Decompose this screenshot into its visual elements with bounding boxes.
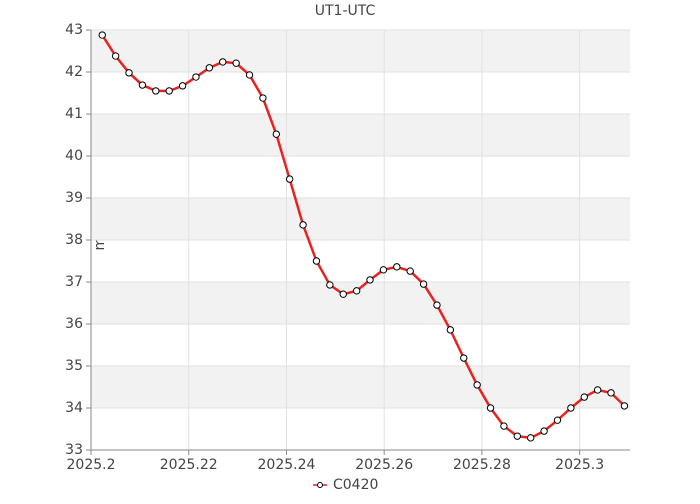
x-tick-label: 2025.24 (258, 457, 316, 473)
data-point (339, 290, 347, 298)
x-tick-label: 2025.28 (453, 457, 511, 473)
y-tick-label: 38 (65, 232, 83, 248)
data-point (285, 175, 294, 183)
data-point (299, 221, 307, 229)
data-point (540, 427, 548, 435)
x-tick-label: 2025.22 (160, 457, 218, 473)
y-tick-label: 34 (65, 400, 83, 416)
y-tick-label: 35 (65, 358, 83, 374)
chart-title: UT1-UTC (315, 3, 376, 19)
series-line (101, 34, 626, 440)
y-tick-label: 41 (65, 106, 83, 122)
data-point (366, 276, 374, 284)
data-point (312, 257, 321, 265)
data-point (259, 94, 267, 102)
legend-label: C0420 (333, 477, 378, 493)
y-tick-label: 33 (65, 442, 83, 458)
data-point (500, 422, 508, 430)
band (91, 366, 630, 408)
data-point (272, 130, 281, 138)
data-point (620, 402, 629, 410)
data-point (125, 69, 133, 77)
data-point (486, 404, 495, 412)
data-point (460, 354, 468, 362)
data-point (205, 64, 214, 72)
y-tick-label: 42 (65, 64, 83, 80)
band (91, 114, 630, 156)
data-point (232, 59, 240, 67)
data-point (433, 301, 441, 309)
data-point (473, 381, 481, 389)
data-point (219, 58, 227, 66)
data-point (165, 87, 173, 95)
legend-marker (317, 482, 323, 488)
data-point (419, 280, 428, 288)
data-point (245, 71, 254, 79)
y-tick-label: 36 (65, 316, 83, 332)
plot-background (91, 30, 630, 408)
data-point (379, 266, 388, 274)
band (91, 30, 630, 72)
data-point (593, 386, 602, 394)
data-point (178, 82, 187, 90)
x-tick-label: 2025.3 (555, 457, 604, 473)
data-point (98, 31, 106, 39)
data-point (138, 81, 147, 89)
data-point (446, 326, 455, 334)
x-tick-label: 2025.2 (67, 457, 116, 473)
y-tick-label: 40 (65, 148, 83, 164)
data-point (111, 52, 120, 60)
y-tick-label: 43 (65, 22, 83, 38)
x-tick-label: 2025.26 (355, 457, 413, 473)
data-point (352, 287, 361, 295)
data-point (326, 281, 334, 289)
data-point (567, 404, 575, 412)
data-point (553, 416, 562, 424)
data-point (406, 267, 414, 275)
data-point (192, 73, 200, 81)
data-point (607, 389, 615, 397)
data-point (393, 263, 401, 271)
y-tick-label: 39 (65, 190, 83, 206)
band (91, 198, 630, 240)
data-point (580, 393, 588, 401)
data-point (527, 434, 535, 442)
data-point (513, 432, 522, 440)
y-tick-label: 37 (65, 274, 83, 290)
data-point (152, 87, 160, 95)
